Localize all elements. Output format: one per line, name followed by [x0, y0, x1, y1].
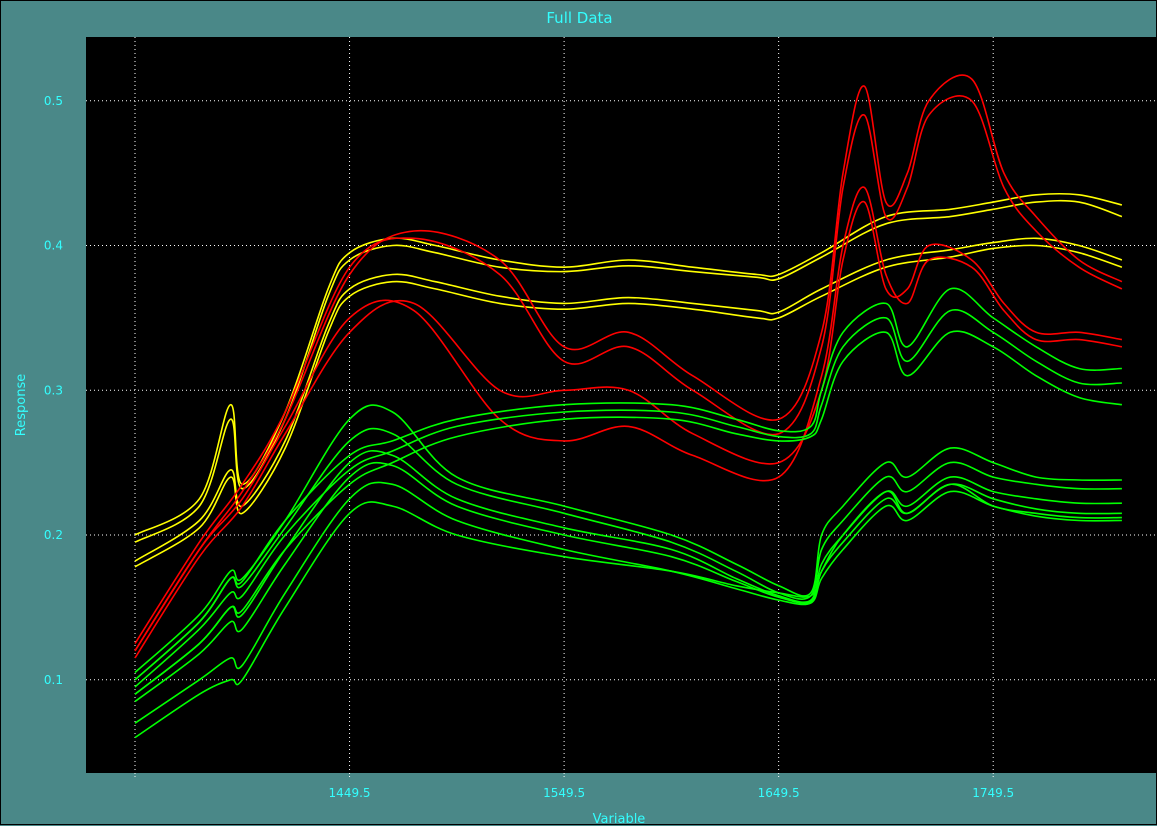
series-line-green-11 — [134, 461, 1122, 703]
x-tick-label: 1749.5 — [972, 786, 1014, 800]
series-line-red-4 — [134, 74, 1123, 652]
series-line-yellow-3 — [134, 237, 1123, 562]
series-line-green-16 — [134, 330, 1123, 695]
x-tick-label: 1449.5 — [329, 786, 371, 800]
tick-labels: 1449.5 1549.5 1649.5 1749.5 0.1 0.2 0.3 0.4 0.5 — [44, 94, 1014, 800]
series-layer — [134, 74, 1123, 739]
series-line-red-5 — [134, 95, 1123, 645]
y-tick-label: 0.2 — [44, 528, 63, 542]
series-line-green-14 — [134, 287, 1122, 681]
y-axis-label: Response — [14, 374, 29, 436]
y-tick-label: 0.3 — [44, 383, 63, 397]
series-line-yellow-0 — [134, 192, 1123, 536]
series-line-green-9 — [134, 427, 1122, 681]
series-line-green-10 — [134, 450, 1122, 695]
series-line-green-12 — [134, 481, 1122, 724]
series-line-red-6 — [134, 200, 1123, 659]
chart-title: Full Data — [546, 9, 613, 27]
series-line-red-7 — [134, 186, 1123, 652]
y-tick-label: 0.4 — [44, 239, 63, 253]
series-line-green-15 — [134, 309, 1122, 688]
series-line-yellow-2 — [134, 244, 1123, 568]
x-tick-label: 1549.5 — [543, 786, 585, 800]
y-tick-label: 0.1 — [44, 673, 63, 687]
x-tick-label: 1649.5 — [758, 786, 800, 800]
series-line-green-13 — [134, 483, 1122, 739]
plot-area — [86, 37, 1156, 773]
series-line-yellow-1 — [134, 199, 1123, 543]
y-tick-label: 0.5 — [44, 94, 63, 108]
x-axis-label: Variable — [593, 812, 646, 826]
